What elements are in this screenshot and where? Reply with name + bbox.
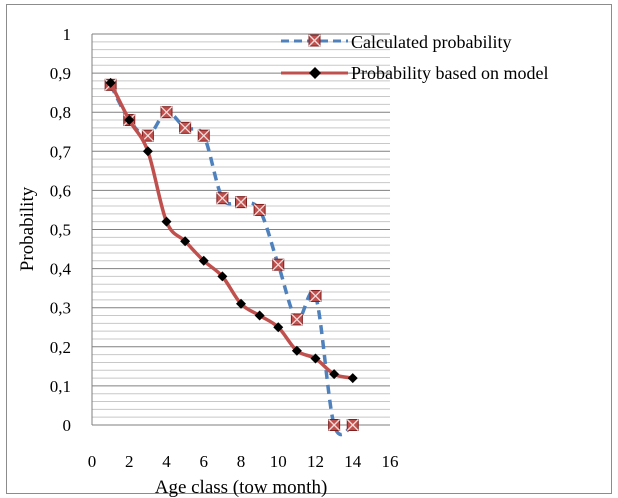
data-point-calculated — [197, 129, 210, 142]
x-tick-label: 2 — [125, 452, 134, 471]
data-point-model — [291, 345, 302, 356]
y-tick-label: 0,3 — [50, 299, 71, 318]
series-1 — [104, 78, 359, 437]
x-axis-title: Age class (tow month) — [155, 477, 328, 498]
data-point-calculated — [216, 192, 229, 205]
y-tick-label: 0,7 — [50, 142, 72, 161]
major-gridlines — [92, 33, 390, 387]
y-tick-label: 0,4 — [50, 260, 72, 279]
legend-label-model: Probability based on model — [351, 63, 548, 83]
data-point-model — [142, 146, 153, 157]
x-tick-label: 12 — [307, 452, 324, 471]
data-point-model — [198, 255, 209, 266]
y-tick-label: 0,9 — [50, 64, 71, 83]
legend-label-calculated: Calculated probability — [351, 32, 511, 52]
y-tick-label: 0 — [63, 416, 72, 435]
legend-entry-model: Probability based on model — [281, 63, 548, 83]
y-tick-label: 0,8 — [50, 103, 71, 122]
x-tick-label: 6 — [200, 452, 209, 471]
y-tick-label: 0,5 — [50, 221, 71, 240]
y-tick-label: 0,6 — [50, 181, 71, 200]
data-point-model — [310, 353, 321, 364]
x-tick-labels: 0 2 4 6 8 10 12 14 16 — [88, 452, 399, 471]
data-point-calculated — [141, 129, 154, 142]
data-point-model — [273, 322, 284, 333]
data-point-calculated — [179, 121, 192, 134]
data-point-model — [347, 373, 358, 384]
data-point-calculated — [290, 313, 303, 326]
minor-gridlines — [92, 41, 390, 418]
legend: Calculated probability Probability based… — [281, 32, 548, 83]
data-point-model — [105, 77, 116, 88]
legend-entry-calculated: Calculated probability — [281, 32, 511, 52]
x-tick-label: 0 — [88, 452, 97, 471]
y-tick-labels: 0 0,1 0,2 0,3 0,4 0,5 0,6 0,7 0,8 0,9 1 — [50, 25, 72, 435]
data-point-calculated — [235, 196, 247, 209]
series-line-2 — [109, 82, 354, 380]
data-point-model — [329, 369, 340, 380]
x-tick-label: 10 — [270, 452, 287, 471]
x-tick-label: 8 — [237, 452, 246, 471]
data-point-model — [254, 310, 265, 321]
data-point-model — [236, 298, 246, 309]
series-2 — [105, 77, 358, 384]
y-tick-label: 1 — [63, 25, 72, 44]
series-layer — [104, 77, 359, 437]
data-point-calculated — [346, 419, 359, 431]
data-point-calculated — [309, 289, 322, 302]
data-point-model — [180, 236, 191, 247]
x-tick-label: 16 — [382, 452, 399, 471]
x-tick-label: 4 — [162, 452, 171, 471]
data-point-calculated — [272, 258, 285, 271]
data-point-model — [217, 271, 228, 282]
data-point-calculated — [328, 419, 341, 431]
y-tick-label: 0,2 — [50, 338, 71, 357]
y-axis-title: Probability — [17, 186, 38, 271]
data-point-model — [161, 216, 172, 227]
data-point-model — [124, 115, 135, 126]
data-point-calculated — [160, 106, 173, 119]
x-tick-label: 14 — [344, 452, 362, 471]
data-point-calculated — [253, 203, 266, 216]
y-tick-label: 0,1 — [50, 377, 71, 396]
legend-marker-model — [309, 67, 321, 79]
legend-marker-calculated — [308, 34, 321, 47]
